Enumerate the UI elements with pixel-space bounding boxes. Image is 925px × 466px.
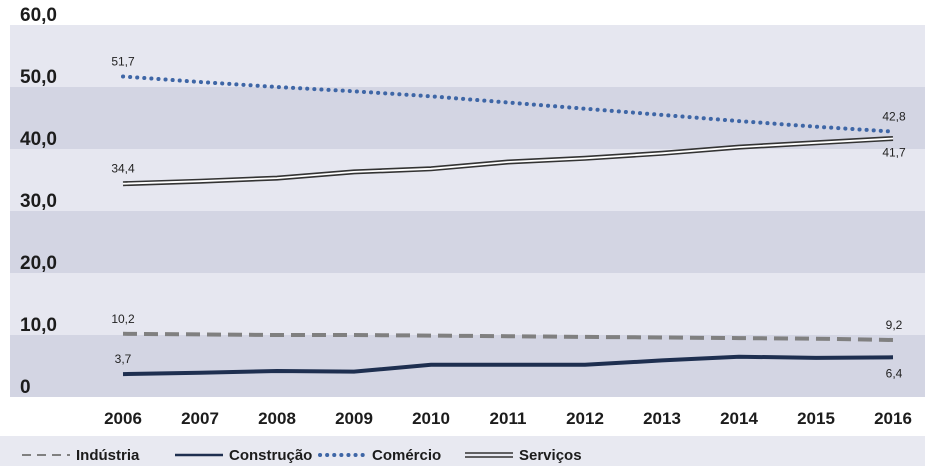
y-tick-label: 40,0 bbox=[20, 129, 57, 150]
series-servicos bbox=[122, 136, 894, 187]
data-labels: 10,2 9,2 3,7 6,4 51,7 42,8 34,4 41,7 bbox=[111, 54, 906, 380]
data-label: 9,2 bbox=[886, 318, 903, 332]
legend-item-servicos: Serviços bbox=[465, 447, 582, 464]
plot-band bbox=[10, 273, 925, 335]
y-tick-label: 20,0 bbox=[20, 253, 57, 274]
legend-label: Construção bbox=[229, 447, 312, 464]
x-tick-label: 2009 bbox=[335, 409, 373, 428]
plot-band bbox=[10, 87, 925, 149]
x-tick-label: 2016 bbox=[874, 409, 912, 428]
x-tick-label: 2010 bbox=[412, 409, 450, 428]
data-label: 34,4 bbox=[111, 162, 135, 176]
x-tick-label: 2011 bbox=[490, 409, 527, 428]
series-servicos-line-inner bbox=[122, 137, 894, 185]
data-label: 10,2 bbox=[111, 312, 135, 326]
y-tick-label: 0 bbox=[20, 377, 31, 398]
series-lines bbox=[121, 74, 895, 377]
plot-band bbox=[10, 149, 925, 211]
plot-band bbox=[10, 25, 925, 87]
x-tick-label: 2013 bbox=[643, 409, 681, 428]
series-industria bbox=[122, 331, 894, 342]
series-industria-line bbox=[122, 331, 894, 342]
y-tick-label: 60,0 bbox=[20, 5, 57, 26]
y-tick-label: 30,0 bbox=[20, 191, 57, 212]
legend-label: Serviços bbox=[519, 447, 582, 464]
legend: Indústria Construção Comércio Serviços bbox=[0, 436, 925, 466]
data-label: 3,7 bbox=[115, 352, 132, 366]
y-axis-tick-labels: 0 10,0 20,0 30,0 40,0 50,0 60,0 bbox=[20, 5, 57, 398]
y-tick-label: 10,0 bbox=[20, 315, 57, 336]
legend-label: Indústria bbox=[76, 447, 140, 464]
x-tick-label: 2015 bbox=[797, 409, 835, 428]
legend-background bbox=[0, 436, 925, 466]
series-construcao bbox=[122, 354, 894, 377]
legend-label: Comércio bbox=[372, 447, 441, 464]
y-tick-label: 50,0 bbox=[20, 67, 57, 88]
data-label: 51,7 bbox=[111, 54, 135, 68]
plot-background-bands bbox=[10, 25, 925, 397]
series-comercio-line bbox=[121, 74, 895, 134]
series-construcao-line bbox=[122, 354, 894, 377]
legend-item-construcao: Construção bbox=[175, 447, 312, 464]
x-axis-tick-labels: 2006 2007 2008 2009 2010 2011 2012 2013 2014 2015… bbox=[104, 409, 912, 428]
data-label: 6,4 bbox=[886, 366, 903, 380]
x-tick-label: 2014 bbox=[720, 409, 758, 428]
legend-item-comercio: Comércio bbox=[318, 447, 441, 464]
plot-band bbox=[10, 211, 925, 273]
series-comercio bbox=[121, 74, 895, 134]
x-tick-label: 2006 bbox=[104, 409, 142, 428]
x-tick-label: 2012 bbox=[566, 409, 604, 428]
data-label: 42,8 bbox=[882, 110, 906, 124]
legend-item-industria: Indústria bbox=[22, 447, 140, 464]
data-label: 41,7 bbox=[882, 145, 906, 159]
x-tick-label: 2008 bbox=[258, 409, 296, 428]
x-tick-label: 2007 bbox=[181, 409, 219, 428]
